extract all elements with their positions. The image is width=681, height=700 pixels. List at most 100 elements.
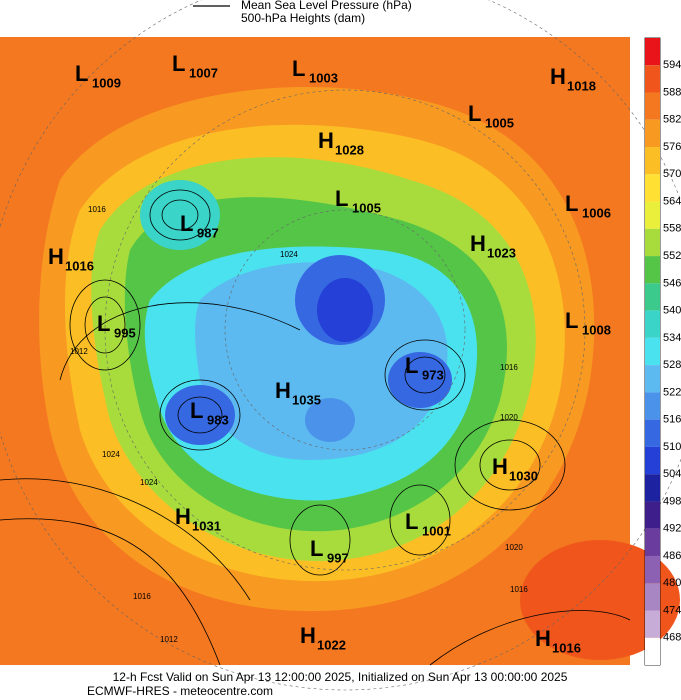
isobar-label: 1020 [500, 413, 518, 422]
colorbar-box [645, 256, 660, 284]
colorbar-label: 546 [663, 277, 681, 289]
center-value: 1001 [422, 523, 451, 538]
center-value: 1016 [65, 258, 94, 273]
center-letter: L [565, 191, 578, 216]
center-value: 1023 [487, 245, 516, 260]
center-value: 987 [197, 225, 219, 240]
colorbar-label: 558 [663, 223, 681, 235]
field [165, 385, 235, 445]
center-letter: H [492, 454, 508, 479]
center-value: 973 [422, 367, 444, 382]
colorbar-box [645, 501, 660, 529]
center-letter: H [300, 623, 316, 648]
isobar-label: 1024 [140, 478, 158, 487]
colorbar-box [645, 174, 660, 202]
colorbar-box [645, 310, 660, 338]
isobar-label: 1016 [88, 205, 106, 214]
colorbar-label: 534 [663, 332, 681, 344]
center-value: 1005 [352, 200, 381, 215]
center-value: 1007 [189, 65, 218, 80]
colorbar-label: 576 [663, 141, 681, 153]
isobar-label: 1016 [133, 592, 151, 601]
colorbar-box [645, 555, 660, 584]
colorbar-label: 486 [663, 550, 681, 562]
center-letter: L [292, 56, 305, 81]
colorbar-box [645, 583, 660, 611]
colorbar-label: 498 [663, 495, 681, 507]
colorbar-box [645, 38, 660, 66]
center-letter: L [180, 211, 193, 236]
colorbar-box [645, 92, 660, 120]
isobar-label: 1024 [280, 250, 298, 259]
center-value: 1008 [582, 322, 611, 337]
center-letter: L [97, 311, 110, 336]
center-letter: L [172, 51, 185, 76]
center-value: 1016 [552, 640, 581, 655]
isobar-label: 1016 [510, 585, 528, 594]
colorbar-label: 552 [663, 250, 681, 262]
center-letter: H [318, 128, 334, 153]
center-value: 1035 [292, 392, 321, 407]
colorbar-label: 564 [663, 195, 681, 207]
colorbar-label: 540 [663, 305, 681, 317]
center-letter: L [565, 308, 578, 333]
colorbar-label: 510 [663, 441, 681, 453]
center-letter: L [335, 186, 348, 211]
center-letter: H [535, 626, 551, 651]
colorbar-box [645, 419, 660, 447]
center-value: 1005 [485, 115, 514, 130]
colorbar-box [645, 446, 660, 475]
center-value: 995 [114, 325, 136, 340]
colorbar-box [645, 228, 660, 257]
center-letter: L [75, 61, 88, 86]
colorbar-box [645, 474, 660, 502]
colorbar-label: 474 [663, 604, 681, 616]
colorbar-box [645, 65, 660, 93]
center-value: 1003 [309, 70, 338, 85]
center-value: 1030 [509, 468, 538, 483]
colorbar-box [645, 337, 660, 366]
colorbar-box [645, 119, 660, 148]
colorbar-label: 468 [663, 632, 681, 644]
colorbar-box [645, 637, 660, 665]
colorbar-label: 504 [663, 468, 681, 480]
colorbar-box [645, 392, 660, 420]
field [388, 352, 452, 408]
field [520, 540, 680, 660]
center-letter: H [48, 244, 64, 269]
colorbar-label: 522 [663, 386, 681, 398]
center-letter: H [275, 378, 291, 403]
center-letter: H [470, 231, 486, 256]
colorbar-box [645, 365, 660, 393]
colorbar-box [645, 201, 660, 229]
colorbar-label: 516 [663, 414, 681, 426]
colorbar-label: 492 [663, 523, 681, 535]
center-value: 1022 [317, 637, 346, 652]
colorbar-box [645, 610, 660, 638]
center-letter: H [550, 64, 566, 89]
isobar-label: 1024 [102, 450, 120, 459]
isobar-label: 1012 [160, 635, 178, 644]
colorbar-label: 528 [663, 359, 681, 371]
center-letter: L [405, 509, 418, 534]
colorbar-box [645, 283, 660, 311]
colorbar-label: 480 [663, 577, 681, 589]
field [305, 398, 355, 442]
colorbar-label: 588 [663, 86, 681, 98]
legend-text: Mean Sea Level Pressure (hPa) [241, 0, 412, 12]
isobar-label: 1016 [500, 363, 518, 372]
isobars [0, 189, 631, 666]
isobar-label: 1012 [70, 347, 88, 356]
center-letter: L [190, 398, 203, 423]
center-letter: L [468, 101, 481, 126]
center-letter: H [175, 504, 191, 529]
colorbar-label: 594 [663, 59, 681, 71]
footer-text: 12-h Fcst Valid on Sun Apr 13 12:00:00 2… [113, 670, 568, 684]
center-value: 983 [207, 412, 229, 427]
field [140, 180, 220, 250]
footer-text: ECMWF-HRES - meteocentre.com [87, 684, 273, 698]
